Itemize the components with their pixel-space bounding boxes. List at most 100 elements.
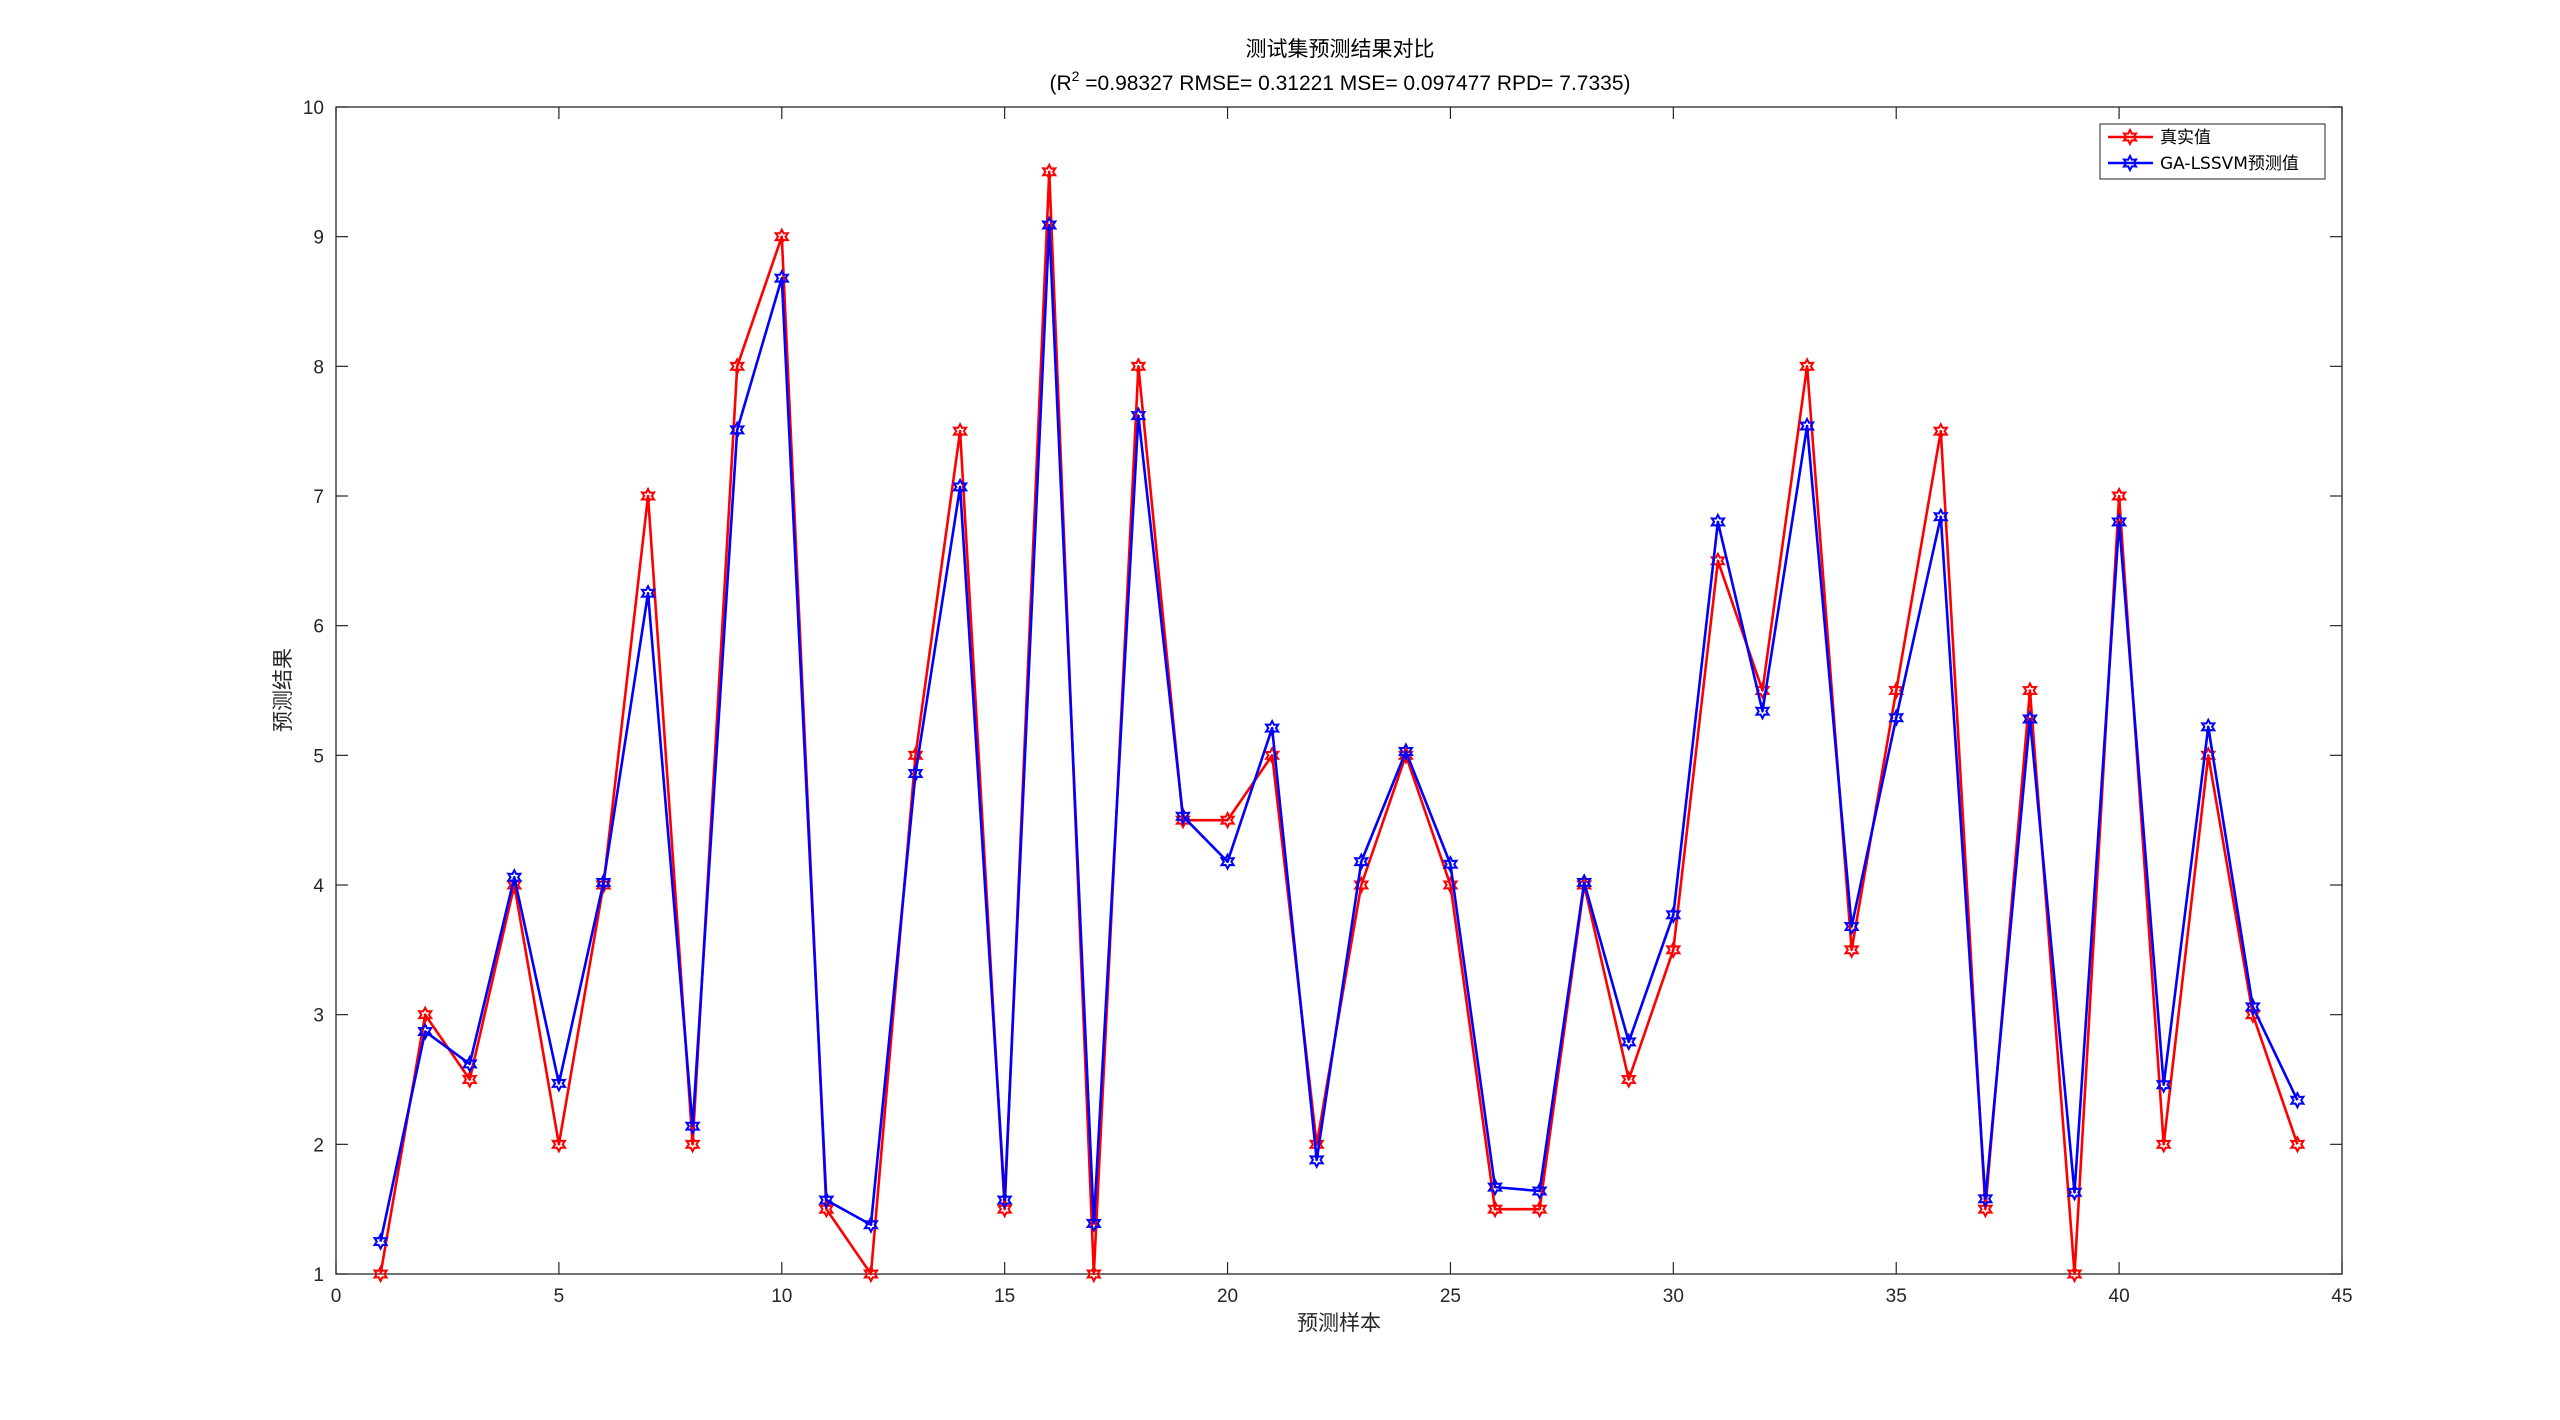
series-1-point (773, 227, 790, 246)
series-1-point (1487, 1199, 1503, 1219)
subtitle-prefix: (R (1049, 72, 1071, 95)
series-2-point (818, 1190, 835, 1210)
series-2-point (1754, 702, 1771, 721)
series-1-point (1709, 551, 1726, 571)
series-1-point (1620, 1070, 1637, 1089)
y-tick-label: 2 (313, 1135, 324, 1156)
series-1-point (1219, 810, 1236, 830)
series-1-point (2200, 746, 2217, 765)
series-2-point (729, 420, 746, 440)
series-1-point (996, 1199, 1013, 1219)
y-tick-label: 1 (313, 1265, 324, 1286)
series-1-point (1353, 875, 1370, 895)
x-axis-label: 预测样本 (1297, 1311, 1381, 1335)
series-1-point (2066, 1264, 2083, 1284)
series-1-point (1175, 810, 1191, 830)
legend-marker-glyph (2122, 127, 2138, 147)
series-2-point (1085, 1214, 1102, 1233)
series-2-point (1665, 905, 1682, 925)
x-tick-label: 20 (1217, 1286, 1238, 1307)
y-tick-label: 5 (313, 746, 324, 767)
series-1-point (1576, 875, 1593, 895)
series-1-point (2021, 681, 2038, 700)
series-2-point (1219, 852, 1236, 871)
series-2-point (2289, 1091, 2306, 1110)
y-tick-label: 3 (313, 1006, 324, 1027)
series-2-point (1442, 855, 1459, 874)
series-2-point (1175, 807, 1191, 826)
series-1-point (1531, 1199, 1548, 1219)
series-1-point (1932, 421, 1949, 441)
series-1-point (2155, 1135, 2172, 1154)
series-2-point (1977, 1189, 1994, 1208)
series-2-point (862, 1215, 879, 1234)
series-layer (372, 162, 2306, 1284)
series-2-point (1130, 406, 1147, 425)
series-1-point (1843, 940, 1860, 960)
x-tick-label: 5 (554, 1286, 565, 1307)
series-2-point (1709, 512, 1726, 532)
series-1-point (372, 1264, 389, 1284)
legend-label-series-2: GA-LSSVM预测值 (2160, 154, 2299, 174)
series-1-point (1397, 746, 1414, 765)
series-2-point (2200, 717, 2217, 737)
legend-box (2099, 123, 2326, 180)
legend-marker-glyph (2122, 153, 2138, 173)
series-2-point (1620, 1032, 1637, 1052)
x-tick-label: 30 (1663, 1286, 1684, 1307)
series-2-point (996, 1190, 1013, 1210)
y-tick-label: 8 (313, 357, 324, 378)
series-1-point (2111, 486, 2128, 506)
series-2-point (907, 764, 924, 783)
series-2-point (1932, 507, 1949, 526)
series-1-point (1085, 1264, 1102, 1284)
series-2-point (2155, 1075, 2172, 1094)
series-2-point (372, 1232, 389, 1251)
y-tick-label: 10 (303, 98, 324, 119)
series-2-point (2244, 997, 2261, 1017)
series-2-point (595, 873, 612, 892)
series-2-point (1397, 742, 1414, 761)
series-1-point (1799, 357, 1816, 376)
series-2-point (773, 268, 790, 288)
y-tick-label: 4 (313, 876, 324, 897)
y-tick-label: 7 (313, 487, 324, 508)
series-1-point (461, 1070, 478, 1089)
legend-marker-series-1 (2122, 127, 2138, 147)
legend: 真实值 GA-LSSVM预测值 (2099, 123, 2326, 180)
y-tick-label: 6 (313, 617, 324, 638)
series-1-point (1264, 746, 1281, 765)
series-2-point (1531, 1181, 1548, 1201)
series-1-point (550, 1135, 567, 1154)
series-1-point (640, 486, 657, 506)
series-2-point (1888, 708, 1905, 727)
subtitle-rest: =0.98327 RMSE= 0.31221 MSE= 0.097477 RPD… (1079, 72, 1630, 95)
series-2-point (640, 584, 657, 603)
plot-area (335, 106, 2343, 1275)
x-tick-label: 0 (331, 1286, 342, 1307)
series-1-point (1130, 357, 1147, 376)
series-1-point (1665, 940, 1682, 960)
series-2-point (506, 868, 523, 887)
series-2-point (550, 1074, 567, 1093)
series-2-point (1308, 1150, 1325, 1170)
chart-title: 测试集预测结果对比 (1246, 37, 1435, 61)
series-2-point (1353, 852, 1370, 871)
series-1-point (684, 1135, 701, 1154)
x-tick-label: 40 (2109, 1286, 2130, 1307)
series-2-point (2111, 512, 2128, 532)
series-2-point (417, 1022, 434, 1041)
subtitle-superscript: 2 (1072, 68, 1080, 84)
series-2-point (1264, 718, 1281, 738)
chart-subtitle: (R2 =0.98327 RMSE= 0.31221 MSE= 0.097477… (1049, 68, 1630, 95)
x-tick-label: 10 (771, 1286, 792, 1307)
series-2-point (952, 477, 969, 497)
y-axis-label: 预测结果 (271, 648, 295, 732)
series-1-point (952, 421, 969, 441)
series-2-point (2066, 1183, 2083, 1202)
series-2-point (461, 1054, 478, 1074)
series-1-point (417, 1005, 434, 1024)
y-tick-label: 9 (313, 228, 324, 249)
series-1-point (729, 357, 746, 376)
x-tick-label: 25 (1440, 1286, 1461, 1307)
